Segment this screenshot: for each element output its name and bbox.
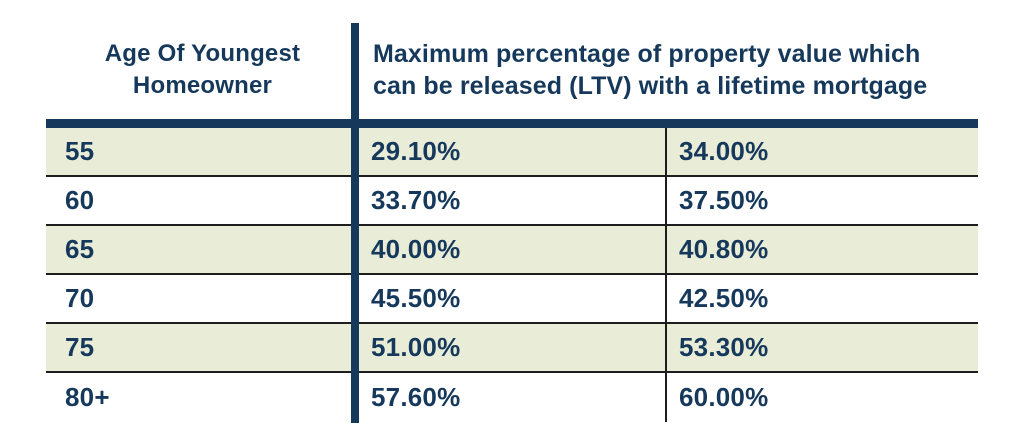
ltv1-cell: 45.50% xyxy=(371,283,461,313)
table-row-80plus: 80+ 57.60% 60.00% xyxy=(46,373,978,422)
header-ltv-line2: can be released (LTV) with a lifetime mo… xyxy=(373,71,928,100)
age-cell: 80+ xyxy=(65,382,110,412)
table-header-row: Age Of Youngest Homeowner Maximum percen… xyxy=(46,20,978,119)
table-row-60: 60 33.70% 37.50% xyxy=(46,177,978,226)
ltv1-cell: 40.00% xyxy=(371,234,461,264)
age-cell: 70 xyxy=(65,283,95,313)
ltv1-cell: 57.60% xyxy=(371,382,461,412)
table-row-75: 75 51.00% 53.30% xyxy=(46,324,978,373)
ltv1-cell: 33.70% xyxy=(371,185,461,215)
table-row-55: 55 29.10% 34.00% xyxy=(46,128,978,177)
header-divider-bar xyxy=(46,119,978,128)
value-columns-divider-line xyxy=(665,128,667,422)
header-age-line1: Age Of Youngest xyxy=(104,39,301,67)
ltv2-cell: 40.80% xyxy=(679,234,769,264)
ltv1-cell: 29.10% xyxy=(371,136,461,166)
header-age-line2: Homeowner xyxy=(132,71,273,99)
ltv2-cell: 37.50% xyxy=(679,185,769,215)
age-cell: 75 xyxy=(65,332,95,362)
header-ltv-line1: Maximum percentage of property value whi… xyxy=(373,39,921,68)
ltv2-cell: 42.50% xyxy=(679,283,769,313)
age-cell: 55 xyxy=(65,136,95,166)
header-age-column: Age Of Youngest Homeowner xyxy=(46,20,359,119)
ltv2-cell: 60.00% xyxy=(679,382,769,412)
table-row-70: 70 45.50% 42.50% xyxy=(46,275,978,324)
age-cell: 65 xyxy=(65,234,95,264)
table-row-65: 65 40.00% 40.80% xyxy=(46,226,978,275)
ltv2-cell: 34.00% xyxy=(679,136,769,166)
age-cell: 60 xyxy=(65,185,95,215)
header-ltv-column: Maximum percentage of property value whi… xyxy=(359,20,978,119)
table-body: 55 29.10% 34.00% 60 33.70% 37.50% 65 40.… xyxy=(46,128,978,422)
ltv1-cell: 51.00% xyxy=(371,332,461,362)
column-divider-bar xyxy=(351,23,359,423)
ltv2-cell: 53.30% xyxy=(679,332,769,362)
ltv-table: Age Of Youngest Homeowner Maximum percen… xyxy=(46,20,978,423)
